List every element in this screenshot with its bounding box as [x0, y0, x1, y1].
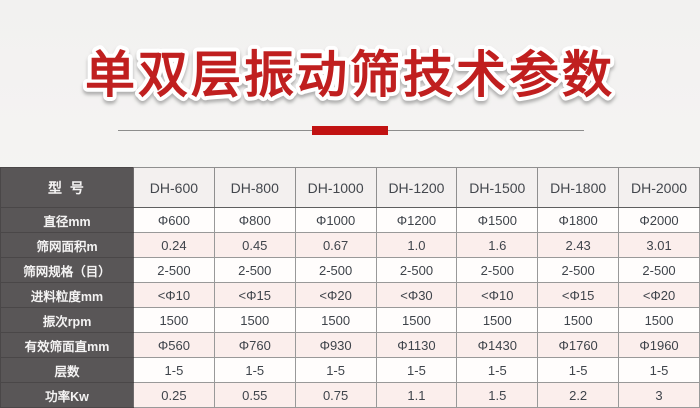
value-cell: 3 [618, 382, 700, 408]
value-cell: Φ1800 [537, 207, 620, 233]
value-cell: <Φ30 [375, 282, 458, 308]
row-effective-diameter: 有效筛面直mm Φ560 Φ760 Φ930 Φ1130 Φ1430 Φ1760… [0, 332, 700, 358]
value-cell: Φ930 [294, 332, 377, 358]
model-column-header: DH-800 [213, 167, 296, 208]
value-cell: 0.75 [294, 382, 377, 408]
value-cell: 1-5 [537, 357, 620, 383]
value-cell: 1500 [537, 307, 620, 333]
value-cell: Φ1130 [375, 332, 458, 358]
value-cell: 1500 [213, 307, 296, 333]
row-label: 直径mm [0, 207, 134, 233]
value-cell: 2-500 [618, 257, 700, 283]
page-title-banner: 单双层振动筛技术参数 [81, 43, 616, 107]
value-cell: Φ600 [133, 207, 215, 233]
value-cell: Φ2000 [618, 207, 700, 233]
value-cell: <Φ20 [618, 282, 700, 308]
value-cell: 1-5 [618, 357, 700, 383]
value-cell: 0.24 [133, 232, 215, 258]
table-header-row: 型 号 DH-600 DH-800 DH-1000 DH-1200 DH-150… [0, 167, 700, 208]
row-vibration-rpm: 振次rpm 1500 1500 1500 1500 1500 1500 1500 [0, 307, 700, 333]
value-cell: 1-5 [294, 357, 377, 383]
title-divider [0, 126, 700, 136]
value-cell: 1-5 [133, 357, 215, 383]
value-cell: 1.0 [375, 232, 458, 258]
value-cell: 2-500 [213, 257, 296, 283]
model-corner-cell: 型 号 [0, 167, 134, 208]
value-cell: 1500 [133, 307, 215, 333]
row-mesh-size: 筛网规格（目） 2-500 2-500 2-500 2-500 2-500 2-… [0, 257, 700, 283]
value-cell: 2-500 [537, 257, 620, 283]
value-cell: <Φ15 [213, 282, 296, 308]
value-cell: 0.25 [133, 382, 215, 408]
value-cell: Φ1000 [294, 207, 377, 233]
value-cell: 2-500 [133, 257, 215, 283]
value-cell: 1-5 [375, 357, 458, 383]
page-title: 单双层振动筛技术参数 [85, 47, 615, 103]
row-label: 筛网面积m [0, 232, 134, 258]
value-cell: Φ1500 [456, 207, 539, 233]
row-label: 功率Kw [0, 382, 134, 408]
value-cell: 2-500 [294, 257, 377, 283]
row-screen-area: 筛网面积m 0.24 0.45 0.67 1.0 1.6 2.43 3.01 [0, 232, 700, 258]
value-cell: 2-500 [375, 257, 458, 283]
value-cell: 1500 [456, 307, 539, 333]
value-cell: 1500 [294, 307, 377, 333]
value-cell: <Φ15 [537, 282, 620, 308]
divider-accent-bar [312, 126, 388, 135]
value-cell: 1.5 [456, 382, 539, 408]
value-cell: 1500 [375, 307, 458, 333]
value-cell: 1500 [618, 307, 700, 333]
value-cell: 0.45 [213, 232, 296, 258]
value-cell: 2.43 [537, 232, 620, 258]
value-cell: 2.2 [537, 382, 620, 408]
row-diameter: 直径mm Φ600 Φ800 Φ1000 Φ1200 Φ1500 Φ1800 Φ… [0, 207, 700, 233]
value-cell: 1.6 [456, 232, 539, 258]
value-cell: 1-5 [213, 357, 296, 383]
value-cell: 2-500 [456, 257, 539, 283]
value-cell: <Φ20 [294, 282, 377, 308]
model-column-header: DH-1000 [294, 167, 377, 208]
model-column-header: DH-1800 [537, 167, 620, 208]
value-cell: 1.1 [375, 382, 458, 408]
value-cell: <Φ10 [133, 282, 215, 308]
row-label: 层数 [0, 357, 134, 383]
spec-table: 型 号 DH-600 DH-800 DH-1000 DH-1200 DH-150… [0, 167, 700, 408]
value-cell: 0.67 [294, 232, 377, 258]
value-cell: Φ560 [133, 332, 215, 358]
value-cell: Φ1960 [618, 332, 700, 358]
value-cell: Φ1760 [537, 332, 620, 358]
model-column-header: DH-2000 [618, 167, 700, 208]
model-column-header: DH-1500 [456, 167, 539, 208]
value-cell: <Φ10 [456, 282, 539, 308]
model-column-header: DH-1200 [375, 167, 458, 208]
row-power: 功率Kw 0.25 0.55 0.75 1.1 1.5 2.2 3 [0, 382, 700, 408]
row-label: 振次rpm [0, 307, 134, 333]
value-cell: Φ1200 [375, 207, 458, 233]
row-feed-size: 进料粒度mm <Φ10 <Φ15 <Φ20 <Φ30 <Φ10 <Φ15 <Φ2… [0, 282, 700, 308]
row-label: 筛网规格（目） [0, 257, 134, 283]
row-label: 有效筛面直mm [0, 332, 134, 358]
value-cell: Φ800 [213, 207, 296, 233]
value-cell: Φ1430 [456, 332, 539, 358]
model-column-header: DH-600 [133, 167, 215, 208]
value-cell: 3.01 [618, 232, 700, 258]
row-layers: 层数 1-5 1-5 1-5 1-5 1-5 1-5 1-5 [0, 357, 700, 383]
value-cell: Φ760 [213, 332, 296, 358]
value-cell: 1-5 [456, 357, 539, 383]
row-label: 进料粒度mm [0, 282, 134, 308]
value-cell: 0.55 [213, 382, 296, 408]
